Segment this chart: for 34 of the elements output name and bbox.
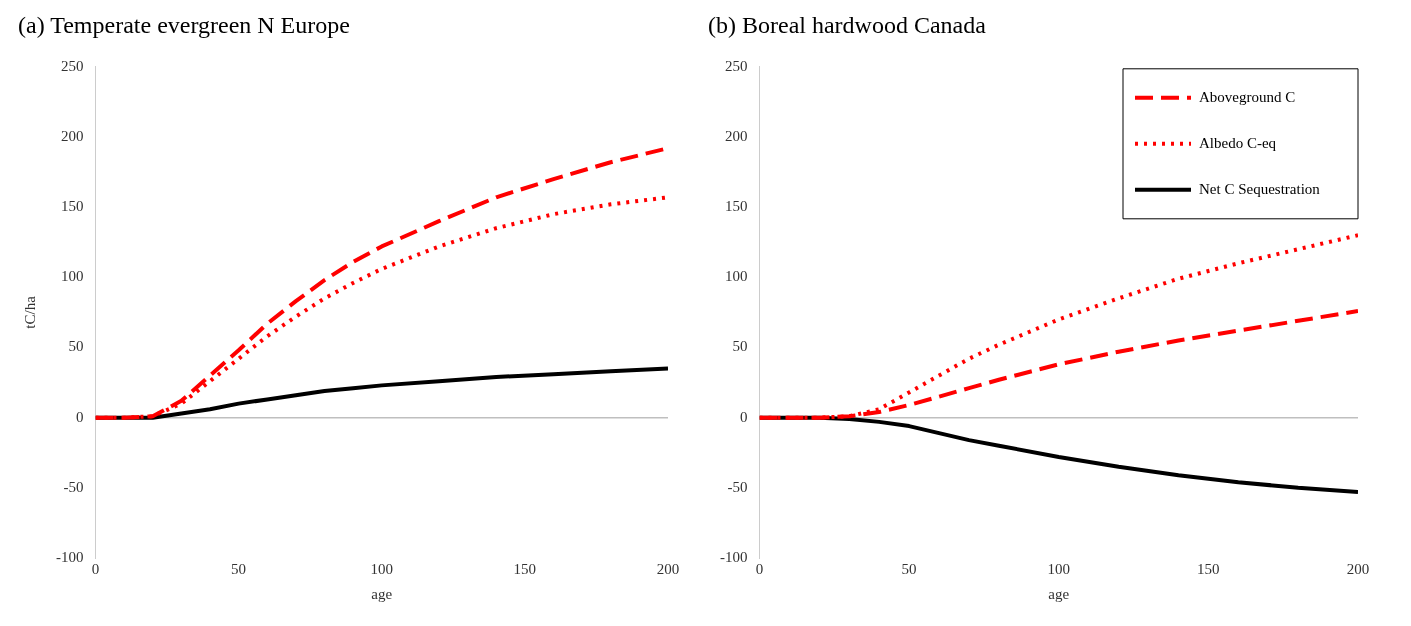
y-tick-label: 100 bbox=[725, 268, 748, 285]
y-tick-label: 200 bbox=[725, 127, 748, 144]
chart-title: (a) Temperate evergreen N Europe bbox=[18, 11, 350, 38]
x-tick-label: 200 bbox=[656, 560, 680, 577]
y-tick-label: 50 bbox=[68, 338, 84, 355]
y-tick-label: 150 bbox=[725, 198, 748, 215]
x-tick-label: 200 bbox=[1346, 560, 1370, 577]
y-tick-label: 0 bbox=[76, 408, 84, 425]
y-tick-label: 200 bbox=[61, 127, 84, 144]
y-tick-label: -100 bbox=[56, 548, 84, 565]
y-tick-label: -50 bbox=[727, 478, 748, 495]
legend-label: Net C Sequestration bbox=[1199, 180, 1321, 197]
y-tick-label: 250 bbox=[61, 57, 84, 74]
x-axis-title: age bbox=[1048, 585, 1070, 602]
legend-label: Aboveground C bbox=[1199, 88, 1296, 105]
x-tick-label: 100 bbox=[1047, 560, 1070, 577]
x-tick-label: 100 bbox=[370, 560, 393, 577]
x-tick-label: 0 bbox=[755, 560, 764, 577]
y-tick-label: 100 bbox=[61, 268, 84, 285]
x-tick-label: 50 bbox=[901, 560, 917, 577]
x-axis-title: age bbox=[371, 585, 393, 602]
y-tick-label: 250 bbox=[725, 57, 748, 74]
y-tick-label: -100 bbox=[720, 548, 748, 565]
x-tick-label: 150 bbox=[513, 560, 537, 577]
x-tick-label: 150 bbox=[1197, 560, 1220, 577]
x-tick-label: 0 bbox=[91, 560, 100, 577]
y-axis-title: tC/ha bbox=[21, 295, 38, 329]
chart-title: (b) Boreal hardwood Canada bbox=[708, 11, 987, 38]
legend-label: Albedo C-eq bbox=[1199, 134, 1277, 151]
y-tick-label: 50 bbox=[732, 338, 748, 355]
y-tick-label: 0 bbox=[740, 408, 748, 425]
y-tick-label: 150 bbox=[61, 198, 84, 215]
y-tick-label: -50 bbox=[63, 478, 84, 495]
x-tick-label: 50 bbox=[231, 560, 247, 577]
